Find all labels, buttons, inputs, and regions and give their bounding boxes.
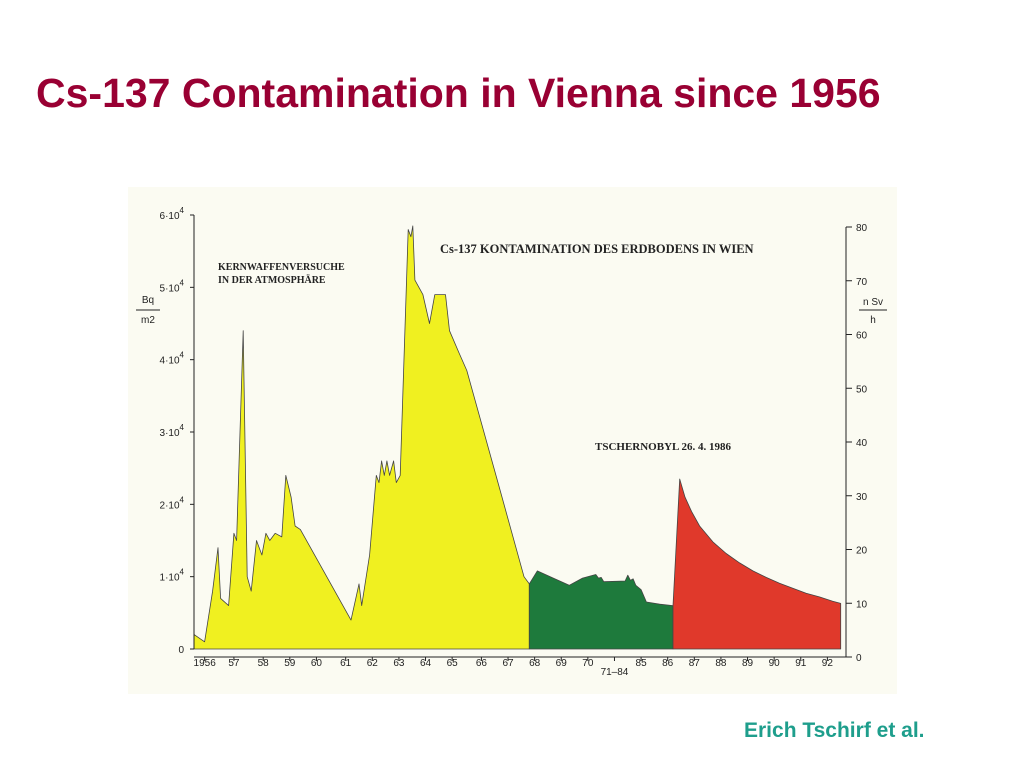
area-weapons-tests: [193, 225, 530, 650]
weapons-tests-annotation-line2: IN DER ATMOSPHÄRE: [218, 273, 326, 286]
right-tick-label: 0: [856, 653, 862, 664]
x-tick-label: 68: [529, 658, 541, 669]
x-tick-label: 58: [258, 658, 270, 669]
x-tick-label: 57: [228, 658, 240, 669]
right-tick-label: 60: [856, 331, 868, 342]
left-tick-label: 0: [178, 645, 184, 656]
right-tick-label: 70: [856, 277, 868, 288]
right-unit-denominator: h: [870, 315, 876, 326]
x-tick-label: 59: [284, 658, 296, 669]
right-unit-numerator: n Sv: [863, 297, 883, 308]
left-tick-label: 4·104: [160, 351, 185, 367]
x-tick-label: 66: [476, 658, 488, 669]
left-tick-label: 3·104: [160, 423, 185, 439]
x-tick-label: 1956: [194, 658, 217, 669]
right-tick-label: 10: [856, 599, 868, 610]
left-tick-label: 1·104: [160, 568, 185, 584]
x-tick-label: 92: [822, 658, 834, 669]
x-tick-label: 90: [769, 658, 781, 669]
x-tick-label: 89: [742, 658, 754, 669]
area-pre-chernobyl: [528, 570, 674, 650]
right-tick-label: 50: [856, 384, 868, 395]
left-tick-label: 5·104: [160, 278, 185, 294]
credit: Erich Tschirf et al.: [744, 719, 925, 742]
right-axis-ticks: 0 10 20 30 40 50 60 70 80: [846, 223, 868, 664]
right-tick-label: 20: [856, 546, 868, 557]
x-tick-label: 91: [795, 658, 807, 669]
left-unit-denominator: m2: [141, 315, 155, 326]
chart-svg: 0 1·104 2·104 3·104 4·104 5·104 6·104 0 10 20 30 4…: [136, 206, 887, 678]
x-tick-label: 69: [556, 658, 568, 669]
left-tick-label: 2·104: [160, 495, 185, 511]
x-tick-label: 62: [367, 658, 379, 669]
x-tick-label: 71–84: [601, 667, 629, 678]
left-tick-label: 6·104: [160, 206, 185, 222]
x-tick-label: 65: [447, 658, 459, 669]
x-tick-label: 61: [340, 658, 352, 669]
left-unit-numerator: Bq: [142, 295, 154, 306]
series-layer: [193, 225, 842, 650]
chart-panel: 0 1·104 2·104 3·104 4·104 5·104 6·104 0 10 20 30 4…: [128, 187, 897, 694]
x-tick-label: 60: [311, 658, 323, 669]
chart-title: Cs-137 KONTAMINATION DES ERDBODENS IN WI…: [440, 242, 754, 256]
chernobyl-annotation: TSCHERNOBYL 26. 4. 1986: [595, 441, 731, 453]
left-axis-ticks: 0 1·104 2·104 3·104 4·104 5·104 6·104: [160, 206, 194, 656]
weapons-tests-annotation-line1: KERNWAFFENVERSUCHE: [218, 262, 345, 273]
x-tick-label: 64: [420, 658, 432, 669]
right-tick-label: 80: [856, 223, 868, 234]
slide-title: Cs-137 Contamination in Vienna since 195…: [36, 70, 881, 116]
x-tick-label: 70: [582, 658, 594, 669]
right-tick-label: 40: [856, 438, 868, 449]
x-tick-label: 85: [636, 658, 648, 669]
area-chernobyl: [672, 478, 842, 650]
x-axis-ticks: 1956 57 58 59 60 61 62 63 64 65 66 67 68 69 70 71–84 85 8…: [194, 657, 834, 678]
x-tick-label: 63: [393, 658, 405, 669]
right-tick-label: 30: [856, 492, 868, 503]
x-tick-label: 87: [689, 658, 701, 669]
x-tick-label: 67: [502, 658, 514, 669]
x-tick-label: 88: [715, 658, 727, 669]
x-tick-label: 86: [662, 658, 674, 669]
